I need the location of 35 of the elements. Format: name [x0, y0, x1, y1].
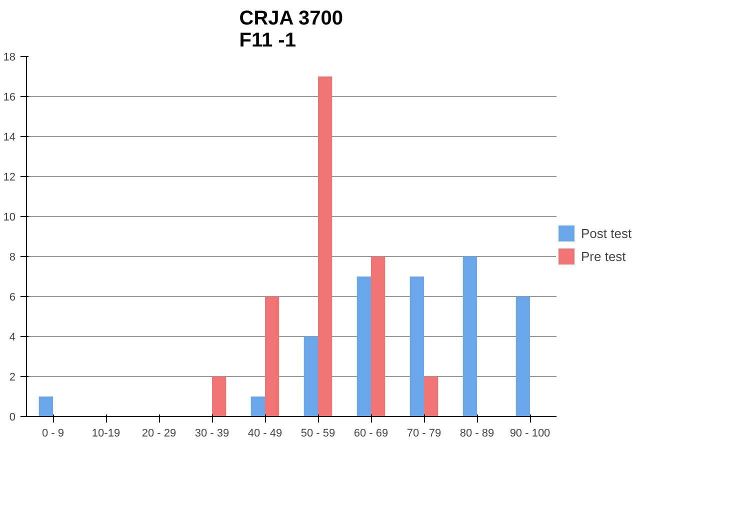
- y-tick-label: 18: [3, 52, 16, 64]
- legend-label: Post test: [581, 226, 632, 240]
- bar: [371, 256, 386, 416]
- legend-label: Pre test: [581, 248, 626, 264]
- bar: [424, 376, 438, 416]
- y-tick-label: 8: [9, 252, 16, 264]
- x-tick-label: 30 - 39: [194, 428, 230, 440]
- bar: [212, 376, 226, 416]
- bar: [516, 296, 530, 416]
- chart-title: CRJA 3700 F11 -1: [239, 8, 344, 52]
- x-tick-label: 90 - 100: [510, 428, 550, 440]
- x-tick-label: 20 - 29: [142, 428, 176, 440]
- y-tick-label: 6: [9, 292, 16, 304]
- y-tick-label: 14: [3, 132, 16, 144]
- bar: [304, 336, 318, 416]
- x-tick-label: 10-19: [92, 428, 120, 440]
- y-tick-label: 0: [9, 412, 16, 424]
- bar: [410, 276, 424, 416]
- bar: [318, 76, 332, 416]
- x-tick-label: 60 - 69: [354, 428, 388, 440]
- x-tick-label: 80 - 89: [460, 428, 494, 440]
- y-tick-label: 10: [3, 212, 16, 224]
- bar: [38, 396, 53, 416]
- bar: [356, 276, 371, 416]
- bar: [265, 296, 280, 416]
- y-tick-label: 2: [9, 372, 16, 384]
- x-tick-label: 0 - 9: [42, 428, 64, 440]
- y-tick-label: 16: [3, 92, 16, 104]
- bar: [250, 396, 265, 416]
- bar: [462, 256, 477, 416]
- y-tick-label: 4: [9, 332, 16, 344]
- x-tick-label: 70 - 79: [406, 428, 442, 440]
- x-tick-label: 50 - 59: [300, 428, 336, 440]
- x-tick-label: 40 - 49: [248, 428, 282, 440]
- y-tick-label: 12: [3, 172, 16, 184]
